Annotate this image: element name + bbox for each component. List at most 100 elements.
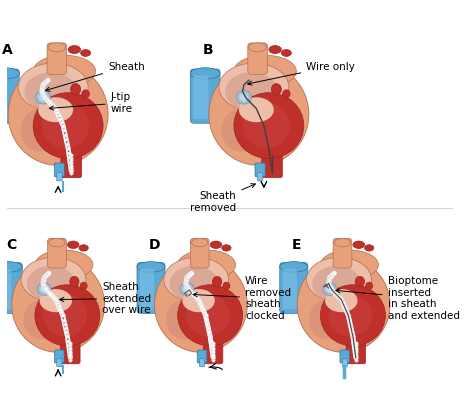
FancyBboxPatch shape (0, 269, 11, 309)
Ellipse shape (353, 241, 365, 248)
Ellipse shape (24, 72, 77, 111)
FancyBboxPatch shape (333, 238, 352, 268)
Ellipse shape (320, 250, 378, 279)
Text: Sheath
removed: Sheath removed (190, 184, 255, 213)
Ellipse shape (80, 282, 87, 289)
Ellipse shape (355, 276, 365, 287)
Ellipse shape (170, 266, 218, 302)
Ellipse shape (35, 250, 93, 279)
Ellipse shape (178, 250, 236, 279)
Ellipse shape (328, 294, 373, 337)
FancyBboxPatch shape (340, 350, 350, 363)
Ellipse shape (49, 238, 65, 247)
Ellipse shape (365, 282, 373, 289)
Ellipse shape (183, 285, 191, 293)
Ellipse shape (309, 300, 346, 339)
Ellipse shape (191, 238, 208, 247)
Text: C: C (6, 238, 16, 252)
FancyBboxPatch shape (255, 163, 265, 177)
Ellipse shape (190, 68, 220, 79)
Ellipse shape (282, 50, 292, 56)
Text: J-tip
wire: J-tip wire (49, 92, 133, 114)
FancyBboxPatch shape (140, 269, 154, 309)
Ellipse shape (35, 285, 100, 346)
Ellipse shape (312, 266, 361, 302)
Text: Bioptome
inserted
in sheath
and extended: Bioptome inserted in sheath and extended (336, 276, 460, 321)
Ellipse shape (243, 103, 290, 148)
Ellipse shape (166, 300, 203, 339)
FancyBboxPatch shape (55, 163, 64, 177)
Ellipse shape (43, 294, 87, 337)
Ellipse shape (39, 289, 72, 312)
FancyBboxPatch shape (197, 350, 207, 363)
Ellipse shape (307, 257, 372, 302)
Ellipse shape (320, 285, 385, 346)
Ellipse shape (271, 83, 282, 95)
Ellipse shape (68, 46, 81, 53)
FancyBboxPatch shape (191, 69, 220, 123)
Text: A: A (2, 43, 13, 57)
Ellipse shape (178, 285, 243, 346)
Ellipse shape (48, 43, 65, 52)
Ellipse shape (206, 341, 220, 345)
FancyBboxPatch shape (191, 238, 209, 268)
FancyBboxPatch shape (61, 341, 80, 364)
Ellipse shape (209, 63, 309, 165)
Text: B: B (203, 43, 213, 57)
Ellipse shape (186, 294, 230, 337)
Ellipse shape (239, 97, 274, 122)
FancyBboxPatch shape (203, 341, 223, 364)
Ellipse shape (334, 238, 351, 247)
Ellipse shape (280, 262, 308, 272)
Ellipse shape (283, 90, 290, 98)
Ellipse shape (27, 266, 75, 302)
Ellipse shape (33, 55, 96, 87)
Ellipse shape (37, 283, 51, 296)
Ellipse shape (249, 43, 266, 52)
Ellipse shape (12, 257, 104, 352)
Ellipse shape (18, 63, 88, 111)
FancyBboxPatch shape (257, 173, 263, 181)
FancyBboxPatch shape (47, 43, 67, 74)
Ellipse shape (222, 245, 231, 251)
Ellipse shape (71, 83, 81, 95)
FancyBboxPatch shape (61, 153, 82, 178)
Ellipse shape (81, 50, 91, 56)
FancyBboxPatch shape (193, 76, 209, 119)
FancyBboxPatch shape (346, 341, 365, 364)
Ellipse shape (63, 341, 78, 345)
Ellipse shape (23, 300, 61, 339)
Ellipse shape (21, 109, 61, 152)
Ellipse shape (212, 276, 222, 287)
Ellipse shape (40, 285, 48, 293)
Ellipse shape (323, 283, 337, 296)
Ellipse shape (234, 55, 296, 87)
Ellipse shape (223, 282, 230, 289)
Ellipse shape (237, 90, 251, 104)
Ellipse shape (365, 245, 374, 251)
Ellipse shape (269, 46, 282, 53)
Ellipse shape (164, 257, 229, 302)
FancyBboxPatch shape (262, 153, 283, 178)
Ellipse shape (21, 257, 86, 302)
FancyBboxPatch shape (55, 350, 64, 363)
Ellipse shape (79, 245, 88, 251)
Ellipse shape (219, 63, 289, 111)
FancyBboxPatch shape (57, 359, 62, 367)
Ellipse shape (221, 109, 261, 152)
Ellipse shape (0, 68, 19, 79)
Ellipse shape (82, 90, 90, 98)
FancyBboxPatch shape (248, 43, 267, 74)
FancyBboxPatch shape (137, 263, 165, 313)
Ellipse shape (210, 241, 222, 248)
Text: D: D (149, 238, 160, 252)
FancyBboxPatch shape (342, 359, 347, 367)
FancyBboxPatch shape (283, 269, 297, 309)
Text: Sheath
extended
over wire: Sheath extended over wire (60, 282, 151, 315)
Ellipse shape (39, 93, 47, 101)
Ellipse shape (0, 262, 22, 272)
FancyBboxPatch shape (56, 173, 62, 181)
FancyBboxPatch shape (47, 238, 66, 268)
Ellipse shape (8, 63, 108, 165)
FancyBboxPatch shape (280, 263, 308, 313)
